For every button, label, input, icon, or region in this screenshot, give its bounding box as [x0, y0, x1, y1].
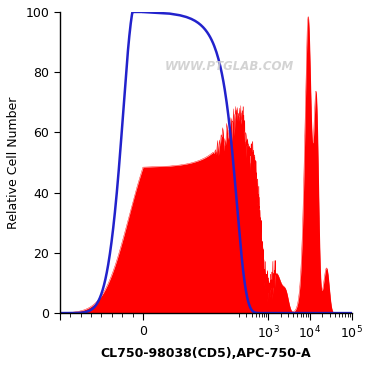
Text: WWW.PTGLAB.COM: WWW.PTGLAB.COM [164, 60, 294, 73]
Y-axis label: Relative Cell Number: Relative Cell Number [7, 96, 20, 229]
X-axis label: CL750-98038(CD5),APC-750-A: CL750-98038(CD5),APC-750-A [100, 347, 311, 360]
